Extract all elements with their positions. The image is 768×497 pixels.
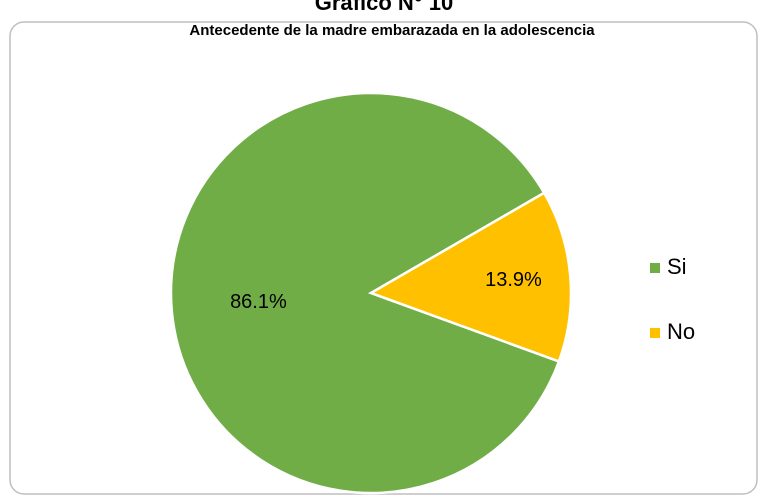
legend-swatch	[650, 263, 660, 273]
legend-label: Si	[667, 254, 687, 279]
chart-subtitle: Antecedente de la madre embarazada en la…	[189, 22, 595, 39]
legend-label: No	[667, 319, 695, 344]
data-label: 86.1%	[230, 291, 287, 313]
data-label: 13.9%	[485, 269, 542, 291]
chart-title: Gráfico N° 10	[315, 0, 453, 15]
pie-slice	[169, 91, 561, 495]
legend-swatch	[650, 328, 660, 338]
pie-slice	[368, 191, 573, 364]
